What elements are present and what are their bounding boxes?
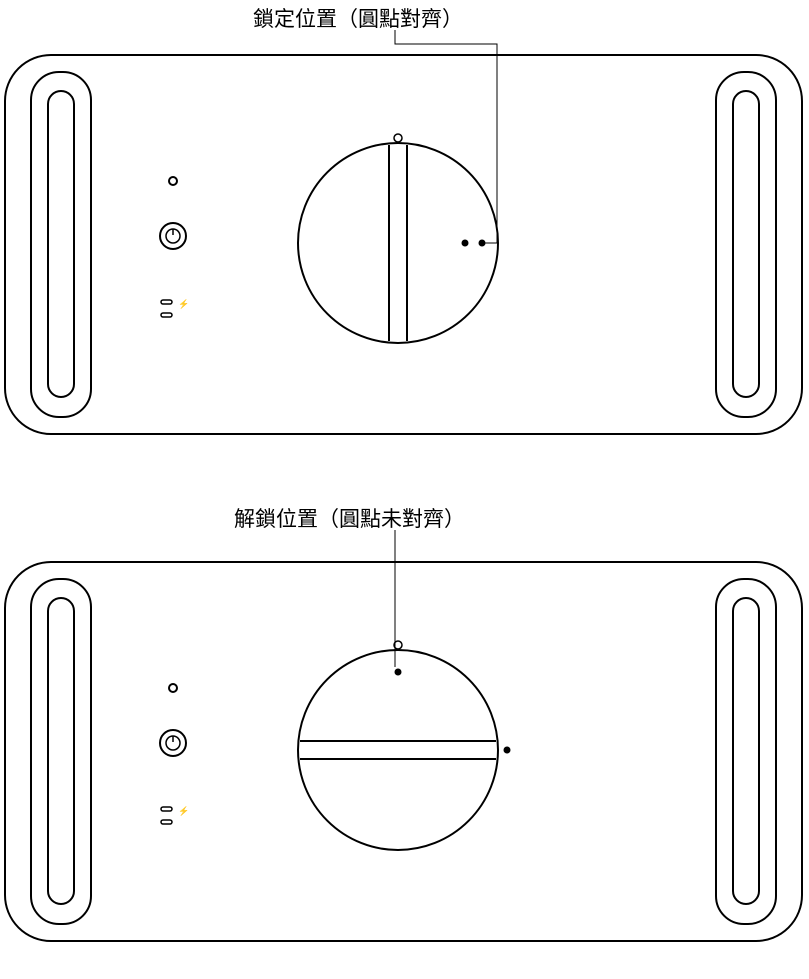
svg-text:⚡: ⚡ — [178, 298, 189, 310]
locked-position-label: 鎖定位置（圓點對齊） — [253, 3, 463, 33]
unlocked-position-label: 解鎖位置（圓點未對齊） — [234, 503, 465, 533]
locked-diagram: ⚡ — [3, 53, 804, 436]
svg-text:⚡: ⚡ — [178, 805, 189, 817]
unlocked-diagram: ⚡ — [3, 560, 804, 943]
